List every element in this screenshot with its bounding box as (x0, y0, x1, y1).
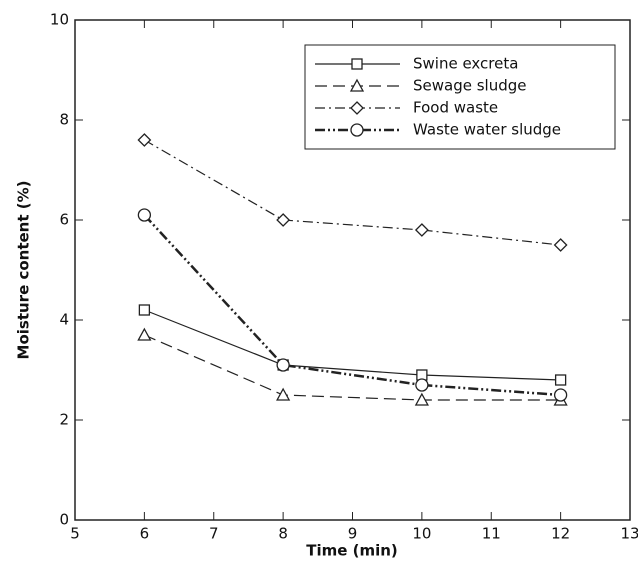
marker (138, 304, 151, 316)
marker (137, 327, 152, 341)
marker (349, 78, 365, 92)
x-tick-label: 9 (348, 525, 358, 543)
legend-label: Food waste (413, 99, 498, 117)
x-tick-label: 10 (412, 525, 431, 543)
marker (553, 238, 568, 252)
marker (414, 223, 429, 237)
marker (415, 378, 429, 392)
y-tick-label: 8 (59, 111, 69, 129)
marker (351, 58, 363, 70)
legend-label: Swine excreta (413, 55, 518, 73)
y-tick-label: 10 (50, 11, 69, 29)
marker (350, 101, 364, 115)
x-tick-label: 12 (551, 525, 570, 543)
marker (554, 374, 567, 386)
marker (276, 358, 290, 372)
marker (553, 388, 568, 402)
x-tick-label: 6 (140, 525, 150, 543)
y-axis-label: Moisture content (%) (15, 181, 33, 360)
legend-label: Waste water sludge (413, 121, 561, 139)
y-tick-label: 6 (59, 211, 69, 229)
x-tick-label: 13 (620, 525, 638, 543)
series-line (144, 139, 561, 246)
x-tick-label: 11 (482, 525, 501, 543)
series-line (144, 334, 561, 401)
y-tick-label: 0 (59, 511, 69, 529)
series-line (144, 309, 561, 381)
x-tick-label: 7 (209, 525, 219, 543)
marker (350, 123, 364, 137)
x-tick-label: 5 (70, 525, 80, 543)
series-line (143, 214, 561, 397)
marker (137, 133, 152, 147)
x-tick-label: 8 (278, 525, 288, 543)
marker (137, 208, 152, 222)
x-axis-label: Time (min) (306, 542, 398, 560)
legend-label: Sewage sludge (413, 77, 527, 95)
y-tick-label: 2 (59, 411, 69, 429)
marker (276, 213, 291, 227)
marker (414, 392, 429, 406)
y-tick-label: 4 (59, 311, 69, 329)
marker (276, 387, 291, 401)
